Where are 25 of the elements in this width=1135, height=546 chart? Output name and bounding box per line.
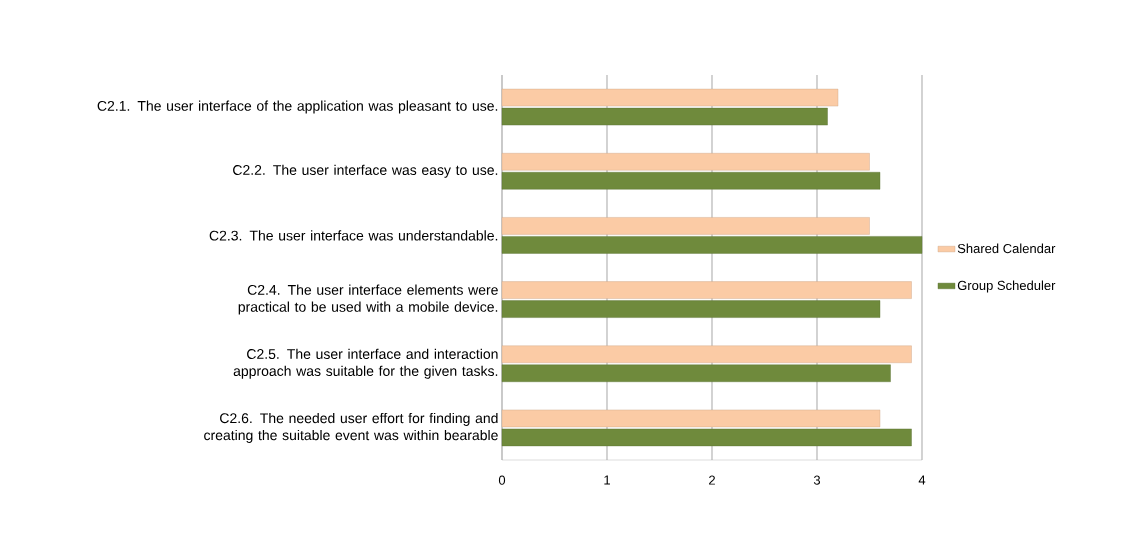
bar (501, 172, 881, 190)
bar (501, 300, 881, 318)
bar (501, 88, 839, 107)
y-tick-label: C2.2. The user interface was easy to use. (233, 164, 498, 178)
y-tick-label: C2.6. The needed user effort for finding and creating the suitable event was within bearable (204, 412, 498, 443)
bar (501, 236, 923, 254)
y-tick-label: C2.4. The user interface elements were practical to be used with a mobile device. (238, 284, 498, 315)
x-tick-label: 4 (918, 475, 926, 485)
legend-label: Shared Calendar (957, 243, 1056, 254)
x-tick-label: 2 (709, 475, 715, 485)
bar (501, 364, 891, 382)
bar (501, 345, 912, 363)
y-tick-label: C2.1. The user interface of the application was pleasant to use. (97, 100, 498, 114)
x-tick-label: 3 (813, 475, 821, 485)
legend-label: Group Scheduler (957, 280, 1056, 293)
bar (501, 409, 881, 428)
bar (501, 281, 912, 299)
y-tick-label: C2.3. The user interface was understandable. (209, 230, 498, 241)
bar (501, 428, 912, 447)
bar (501, 153, 870, 171)
x-tick-label: 0 (498, 475, 506, 485)
y-tick-label: C2.5. The user interface and interaction approach was suitable for the given tasks. (233, 348, 498, 379)
x-tick-label: 1 (604, 475, 610, 485)
bar (501, 107, 828, 126)
bar (501, 217, 870, 235)
